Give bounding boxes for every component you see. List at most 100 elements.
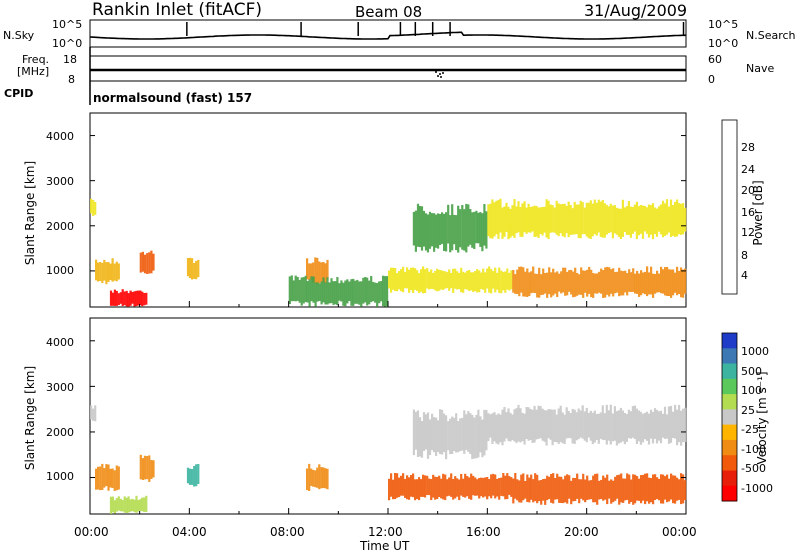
echo-cell xyxy=(416,410,420,457)
xaxis-label: Time UT xyxy=(360,539,410,553)
g-vcb-swatch xyxy=(722,409,737,426)
echo-cell xyxy=(589,200,592,239)
echo-cell xyxy=(464,272,467,290)
nsearch-tick-low: 10^0 xyxy=(708,37,739,50)
echo-cell xyxy=(326,277,329,305)
echo-cell xyxy=(669,199,673,237)
echo-cell xyxy=(370,276,373,303)
echo-cell xyxy=(306,468,309,491)
echo-cell xyxy=(141,291,144,307)
power-ytick-1000: 1000 xyxy=(46,264,74,277)
echo-cell xyxy=(543,206,546,233)
echo-cell xyxy=(430,479,433,501)
echo-cell xyxy=(416,203,420,247)
echo-cell xyxy=(95,468,98,490)
echo-cell xyxy=(496,272,499,290)
echo-cell xyxy=(133,291,136,307)
echo-cell xyxy=(441,409,444,455)
echo-cell xyxy=(441,212,444,244)
echo-cell xyxy=(570,269,573,295)
echo-cell xyxy=(608,480,611,499)
echo-cell xyxy=(145,292,148,305)
xtick-0000: 00:00 xyxy=(74,525,109,539)
echo-cell xyxy=(667,206,671,233)
echo-cell xyxy=(631,207,634,234)
echo-cell xyxy=(487,413,490,442)
echo-cell xyxy=(426,214,430,253)
echo-cell xyxy=(437,213,440,249)
echo-cell xyxy=(416,479,419,499)
echo-cell xyxy=(380,281,383,302)
echo-cell xyxy=(111,496,114,513)
echo-cell xyxy=(597,413,600,444)
echo-cell xyxy=(418,477,421,501)
echo-cell xyxy=(129,499,132,512)
echo-cell xyxy=(404,478,407,498)
echo-cell xyxy=(453,214,456,245)
echo-cell xyxy=(617,208,620,237)
echo-cell xyxy=(90,405,93,420)
echo-cell xyxy=(572,477,575,502)
echo-cell xyxy=(483,204,486,246)
echo-cell xyxy=(641,413,645,443)
echo-cell xyxy=(575,204,578,235)
echo-cell xyxy=(628,474,631,504)
echo-cell xyxy=(308,463,311,491)
echo-cell xyxy=(521,412,524,442)
echo-cell xyxy=(524,271,527,297)
echo-cell xyxy=(650,478,653,503)
echo-cell xyxy=(530,271,533,294)
g-pcb-frame xyxy=(721,119,738,295)
echo-cell xyxy=(509,208,512,238)
echo-cell xyxy=(304,275,307,303)
echo-cell xyxy=(121,500,124,512)
velocity-ylabel: Slant Range [km] xyxy=(23,365,37,471)
echo-cell xyxy=(562,479,565,504)
echo-cell xyxy=(193,263,196,279)
echo-cell xyxy=(150,460,153,479)
echo-cell xyxy=(296,276,299,301)
echo-cell xyxy=(680,473,683,505)
echo-cell xyxy=(420,421,424,458)
echo-cell xyxy=(424,475,427,498)
echo-cell xyxy=(422,266,425,294)
echo-cell xyxy=(492,271,495,289)
echo-cell xyxy=(563,414,566,444)
echo-cell xyxy=(519,408,522,443)
echo-cell xyxy=(290,275,293,302)
echo-cell xyxy=(378,281,381,304)
echo-cell xyxy=(111,468,114,488)
power-cbar-tick-4: 4 xyxy=(741,269,748,282)
echo-cell xyxy=(306,281,309,303)
echo-cell xyxy=(461,417,464,451)
echo-cell xyxy=(384,276,387,307)
echo-cell xyxy=(643,205,647,232)
echo-cell xyxy=(627,409,630,439)
echo-cell xyxy=(498,478,501,500)
echo-cell xyxy=(135,290,138,306)
echo-cell xyxy=(455,215,458,251)
echo-cell xyxy=(510,477,513,497)
nsky-line xyxy=(89,31,687,40)
echo-cell xyxy=(516,269,519,294)
echo-cell xyxy=(619,208,622,239)
echo-cell xyxy=(666,267,669,296)
echo-cell xyxy=(97,466,100,490)
echo-cell xyxy=(504,271,507,293)
nave-tick-high: 60 xyxy=(708,53,722,66)
echo-cell xyxy=(348,281,351,301)
echo-cell xyxy=(526,268,529,297)
echo-cell xyxy=(540,480,543,505)
echo-cell xyxy=(578,274,581,295)
echo-cell xyxy=(444,271,447,289)
echo-cell xyxy=(514,274,517,294)
velocity-cbar-tick-neg1000: -1000 xyxy=(741,482,773,495)
echo-cell xyxy=(99,262,102,281)
echo-cell xyxy=(314,257,317,284)
echo-cell xyxy=(642,272,645,294)
echo-cell xyxy=(486,268,489,289)
echo-cell xyxy=(548,476,551,499)
echo-cell xyxy=(518,266,521,297)
echo-cell xyxy=(644,473,647,505)
echo-cell xyxy=(141,497,144,512)
